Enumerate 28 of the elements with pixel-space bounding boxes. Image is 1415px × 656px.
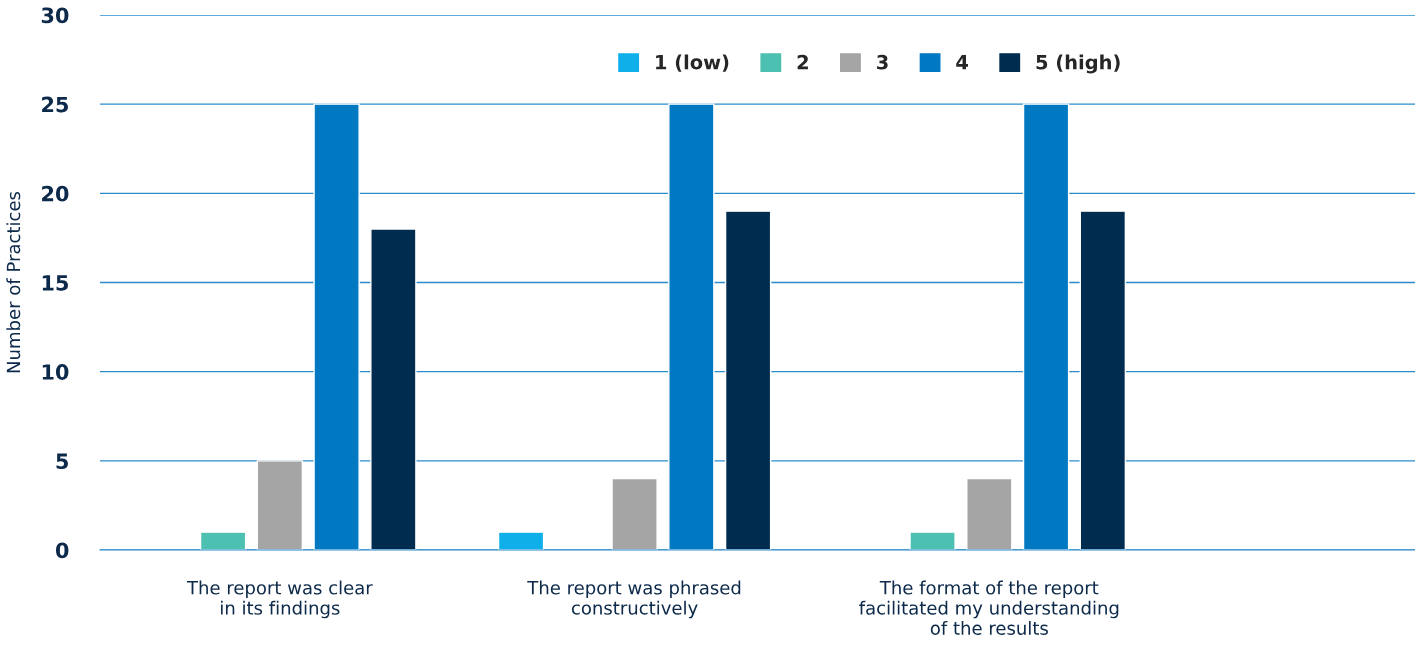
x-tick-label: The format of the report facilitated my understanding of the results <box>859 580 1119 635</box>
x-tick-label: The report was clear in its findings <box>186 580 373 619</box>
y-tick-label: 20 <box>42 185 69 202</box>
legend-label: 4 <box>956 55 969 70</box>
bar <box>909 531 956 550</box>
y-tick-label: 15 <box>42 275 68 291</box>
bar <box>1079 210 1127 550</box>
bar <box>370 228 417 550</box>
bar <box>668 103 715 550</box>
bar <box>611 477 658 550</box>
legend-label: 1 (low) <box>656 54 729 72</box>
x-tick-label: The report was phrased constructively <box>527 580 741 619</box>
legend-label: 2 <box>797 54 808 70</box>
legend-label: 5 (high) <box>1036 54 1120 74</box>
y-tick-label: 0 <box>55 542 69 559</box>
bar <box>313 103 360 550</box>
y-tick-label: 5 <box>56 453 68 470</box>
bar <box>497 531 545 550</box>
bar <box>966 477 1013 550</box>
bar <box>724 210 772 550</box>
y-tick-label: 30 <box>41 7 69 24</box>
y-tick-label: 25 <box>42 96 68 113</box>
y-axis-title: Number of Practices <box>6 191 21 373</box>
legend-label: 3 <box>877 54 888 70</box>
y-tick-label: 10 <box>42 364 69 380</box>
bar <box>256 460 304 550</box>
bar <box>199 531 247 550</box>
bar <box>1022 103 1070 550</box>
